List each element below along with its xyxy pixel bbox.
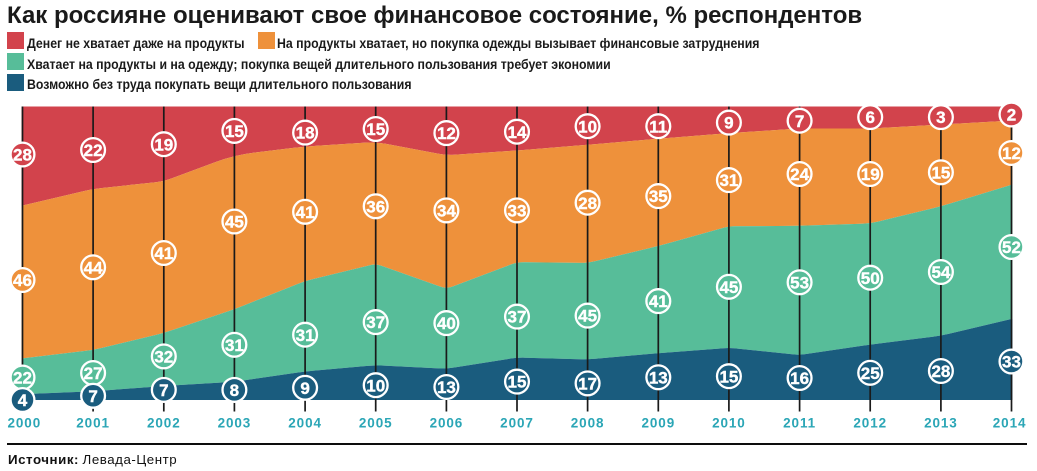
svg-text:53: 53 <box>790 273 809 292</box>
svg-text:15: 15 <box>366 120 385 139</box>
svg-text:34: 34 <box>437 202 456 221</box>
svg-text:13: 13 <box>437 378 456 397</box>
svg-text:41: 41 <box>154 244 173 263</box>
svg-text:2011: 2011 <box>783 416 816 431</box>
svg-text:41: 41 <box>296 203 315 222</box>
svg-text:2002: 2002 <box>147 416 181 431</box>
svg-text:12: 12 <box>1002 144 1021 163</box>
svg-text:7: 7 <box>159 381 168 400</box>
svg-text:19: 19 <box>154 135 173 154</box>
svg-text:45: 45 <box>578 307 597 326</box>
svg-text:19: 19 <box>861 165 880 184</box>
svg-text:2003: 2003 <box>218 416 252 431</box>
svg-text:16: 16 <box>790 369 809 388</box>
svg-text:17: 17 <box>578 375 597 394</box>
svg-text:52: 52 <box>1002 238 1021 257</box>
svg-text:32: 32 <box>154 348 173 367</box>
svg-text:28: 28 <box>931 362 950 381</box>
svg-text:18: 18 <box>296 124 315 143</box>
svg-text:7: 7 <box>88 387 97 406</box>
svg-text:31: 31 <box>719 171 738 190</box>
svg-text:24: 24 <box>790 165 809 184</box>
svg-text:31: 31 <box>296 326 315 345</box>
svg-text:2010: 2010 <box>712 416 746 431</box>
svg-text:36: 36 <box>366 197 385 216</box>
svg-text:41: 41 <box>649 292 668 311</box>
svg-text:25: 25 <box>861 364 880 383</box>
svg-text:35: 35 <box>649 187 668 206</box>
svg-text:2006: 2006 <box>430 416 464 431</box>
svg-text:8: 8 <box>230 381 239 400</box>
svg-text:2009: 2009 <box>641 416 675 431</box>
svg-text:28: 28 <box>13 146 32 165</box>
svg-text:31: 31 <box>225 336 244 355</box>
svg-text:6: 6 <box>865 108 874 127</box>
svg-text:37: 37 <box>366 313 385 332</box>
svg-text:14: 14 <box>508 123 527 142</box>
svg-text:2001: 2001 <box>76 416 110 431</box>
svg-text:45: 45 <box>719 278 738 297</box>
svg-text:54: 54 <box>931 263 950 282</box>
svg-text:15: 15 <box>931 163 950 182</box>
svg-text:46: 46 <box>13 271 32 290</box>
svg-text:12: 12 <box>437 124 456 143</box>
svg-text:28: 28 <box>578 194 597 213</box>
svg-text:9: 9 <box>300 379 309 398</box>
svg-text:10: 10 <box>578 117 597 136</box>
svg-text:40: 40 <box>437 314 456 333</box>
svg-text:2004: 2004 <box>288 416 322 431</box>
svg-text:27: 27 <box>84 364 103 383</box>
svg-text:44: 44 <box>84 258 103 277</box>
svg-text:2014: 2014 <box>993 416 1027 431</box>
svg-text:2013: 2013 <box>924 416 958 431</box>
svg-text:22: 22 <box>84 141 103 160</box>
svg-text:2007: 2007 <box>500 416 534 431</box>
svg-text:10: 10 <box>366 376 385 395</box>
svg-text:45: 45 <box>225 213 244 232</box>
svg-text:33: 33 <box>1002 353 1021 372</box>
svg-text:11: 11 <box>649 117 667 136</box>
svg-text:2000: 2000 <box>7 416 41 431</box>
svg-text:2012: 2012 <box>853 416 887 431</box>
svg-text:2: 2 <box>1007 106 1016 125</box>
svg-text:37: 37 <box>508 308 527 327</box>
svg-text:13: 13 <box>649 368 668 387</box>
svg-text:33: 33 <box>508 202 527 221</box>
svg-text:15: 15 <box>508 373 527 392</box>
svg-text:4: 4 <box>18 391 28 410</box>
svg-text:15: 15 <box>225 122 244 141</box>
svg-text:2005: 2005 <box>359 416 393 431</box>
svg-text:3: 3 <box>936 108 945 127</box>
svg-text:7: 7 <box>795 112 804 131</box>
svg-text:2008: 2008 <box>571 416 605 431</box>
svg-text:9: 9 <box>724 114 733 133</box>
svg-text:15: 15 <box>719 367 738 386</box>
svg-text:50: 50 <box>861 269 880 288</box>
svg-text:22: 22 <box>13 369 32 388</box>
